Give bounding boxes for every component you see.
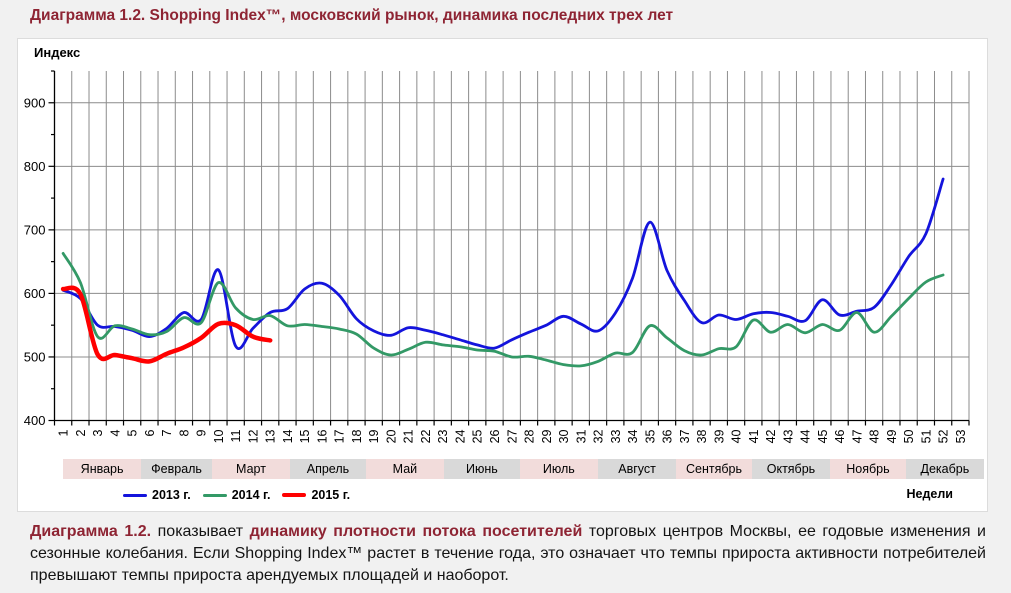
week-label: 40 <box>730 429 744 443</box>
week-label: 9 <box>195 429 209 436</box>
week-label: 24 <box>453 429 467 443</box>
week-label: 23 <box>436 429 450 443</box>
month-cell: Июнь <box>444 459 520 479</box>
month-cell: Февраль <box>141 459 212 479</box>
week-label: 19 <box>367 429 381 443</box>
month-band: Январь Февраль Март Апрель Май Июнь Июль Август… <box>63 459 984 479</box>
caption-part-title: Диаграмма 1.2. <box>30 523 152 540</box>
legend-line-swatch <box>202 493 227 497</box>
week-label: 41 <box>747 429 761 443</box>
month-cell: Ноябрь <box>830 459 906 479</box>
week-label: 11 <box>229 429 243 442</box>
month-cell: Август <box>597 459 677 479</box>
week-label: 17 <box>333 429 347 443</box>
month-cell: Январь <box>63 459 142 479</box>
week-label: 33 <box>609 429 623 443</box>
week-label: 39 <box>712 429 726 443</box>
month-cell: Декабрь <box>905 459 984 479</box>
legend-label: 2015 г. <box>311 488 351 502</box>
week-label: 52 <box>937 429 951 443</box>
week-label: 3 <box>91 429 105 436</box>
series-line-2013 <box>61 177 945 350</box>
week-label: 30 <box>557 429 571 443</box>
week-label: 34 <box>626 429 640 443</box>
week-label: 50 <box>902 429 916 443</box>
y-axis-label: 400 <box>24 413 46 428</box>
week-label: 47 <box>850 429 864 443</box>
week-label: 48 <box>868 429 882 443</box>
week-label: 31 <box>574 429 588 443</box>
week-label: 14 <box>281 429 295 443</box>
week-label: 43 <box>781 429 795 443</box>
chart-title: Диаграмма 1.2. Shopping Index™, московск… <box>30 7 674 24</box>
y-axis-label: 600 <box>24 286 46 301</box>
month-cell: Сентябрь <box>676 459 752 479</box>
chart-panel: Индекс 400 500 600 700 800 900 1 2 3 4 5 6 7 8 9 10 11 12… <box>17 38 988 512</box>
week-label: 28 <box>523 429 537 443</box>
week-label: 15 <box>298 429 312 443</box>
week-label: 10 <box>212 429 226 443</box>
y-axis-label: 800 <box>24 159 46 174</box>
caption-part-text: показывает <box>151 523 250 540</box>
week-label: 12 <box>246 429 260 443</box>
week-label: 6 <box>143 429 157 436</box>
x-axis-title: Недели <box>906 487 954 501</box>
week-label: 26 <box>488 429 502 443</box>
caption-part-text: торговых центров Москвы, ее годовые изме… <box>30 523 986 584</box>
week-label: 8 <box>177 429 191 436</box>
y-axis-title: Индекс <box>34 45 81 60</box>
week-label: 5 <box>126 429 140 436</box>
week-label: 46 <box>833 429 847 443</box>
week-label: 37 <box>678 429 692 443</box>
week-label: 20 <box>384 429 398 443</box>
week-label: 29 <box>540 429 554 443</box>
week-label: 51 <box>919 429 933 443</box>
legend-item: 2014 г. <box>202 488 271 502</box>
y-axis-label: 700 <box>24 222 46 237</box>
legend-label: 2014 г. <box>231 488 271 502</box>
week-label: 49 <box>885 429 899 443</box>
legend-line-swatch <box>123 493 147 497</box>
legend-item: 2013 г. <box>123 488 191 502</box>
month-cell: Октябрь <box>751 459 831 479</box>
week-label: 7 <box>160 429 174 436</box>
week-label: 21 <box>402 429 416 443</box>
caption-part-highlight: динамику плотности потока посетителей <box>249 523 583 540</box>
week-label: 27 <box>505 429 519 443</box>
legend-line-swatch <box>282 492 307 498</box>
week-label: 45 <box>816 429 830 443</box>
week-label: 13 <box>264 429 278 443</box>
week-label: 2 <box>74 429 88 436</box>
week-label: 25 <box>471 429 485 443</box>
series-line-2015 <box>60 285 273 364</box>
week-label: 38 <box>695 429 709 443</box>
week-label: 16 <box>315 429 329 443</box>
week-label: 1 <box>57 429 71 436</box>
month-cell: Май <box>365 459 445 479</box>
week-label: 36 <box>661 429 675 443</box>
week-label: 35 <box>643 429 657 443</box>
week-label: 18 <box>350 429 364 443</box>
week-label: 4 <box>108 429 122 436</box>
chart-legend: 2013 г. 2014 г. 2015 г. <box>123 486 350 504</box>
series-line-2014 <box>61 252 945 368</box>
week-label: 42 <box>764 429 778 443</box>
week-label: 44 <box>799 429 813 443</box>
legend-item: 2015 г. <box>282 488 350 502</box>
caption: Диаграмма 1.2. показывает динамику плотн… <box>30 521 986 587</box>
month-cell: Март <box>211 459 291 479</box>
y-axis-label: 500 <box>24 349 46 364</box>
y-axis-label: 900 <box>24 95 46 110</box>
month-cell: Апрель <box>290 459 366 479</box>
week-label: 22 <box>419 429 433 443</box>
legend-label: 2013 г. <box>152 488 191 502</box>
month-cell: Июль <box>519 459 598 479</box>
week-label: 32 <box>592 429 606 443</box>
week-label: 53 <box>954 429 968 443</box>
